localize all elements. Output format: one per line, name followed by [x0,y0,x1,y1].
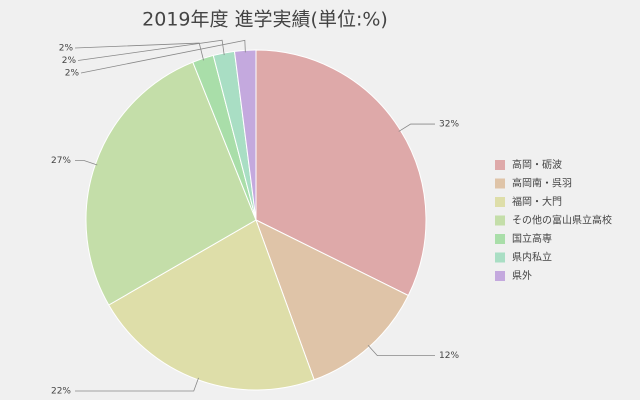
legend-swatch [495,197,505,207]
data-label: 27% [51,156,71,166]
legend-swatch [495,252,505,263]
legend-swatch [495,215,505,226]
data-label: 12% [439,351,459,361]
leader-line [80,39,246,74]
legend-label: 県内私立 [512,251,552,264]
legend-swatch [495,160,505,170]
chart-title: 2019年度 進学実績(単位:%) [142,9,388,31]
legend-label: 高岡南・呉羽 [512,177,572,190]
data-label: 2% [62,56,77,66]
leader-line [75,377,199,392]
legend-swatch [495,271,505,281]
legend-label: 高岡・砺波 [512,158,562,171]
legend-swatch [495,234,505,244]
data-label: 2% [59,44,74,54]
leader-line [75,160,98,166]
legend-label: 国立高専 [512,232,552,245]
legend-label: その他の富山県立高校 [512,214,612,227]
leader-line [367,344,435,357]
leader-line [77,39,225,61]
data-label: 22% [51,387,71,397]
legend-swatch [495,178,505,189]
legend-label: 県外 [512,270,532,282]
legend-label: 福岡・大門 [512,195,562,208]
data-label: 2% [65,69,80,79]
leader-line [398,123,435,132]
data-label: 32% [439,120,459,130]
